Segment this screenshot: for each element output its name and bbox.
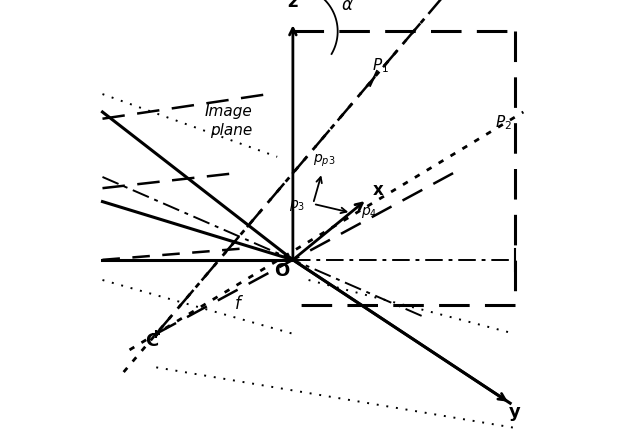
Text: O: O: [274, 262, 289, 280]
Text: z: z: [288, 0, 298, 11]
Text: x: x: [373, 181, 383, 199]
Text: $\alpha$: $\alpha$: [341, 0, 354, 13]
Text: $P_1$: $P_1$: [372, 56, 389, 75]
Text: $P_2$: $P_2$: [495, 114, 512, 132]
Text: $p_{p3}$: $p_{p3}$: [313, 153, 336, 169]
Text: f: f: [235, 295, 241, 313]
Text: $p_3$: $p_3$: [289, 198, 305, 213]
Text: y: y: [509, 403, 520, 421]
Text: C: C: [145, 332, 158, 350]
Text: Image
plane: Image plane: [205, 104, 252, 138]
Text: $p_4$: $p_4$: [361, 205, 377, 220]
